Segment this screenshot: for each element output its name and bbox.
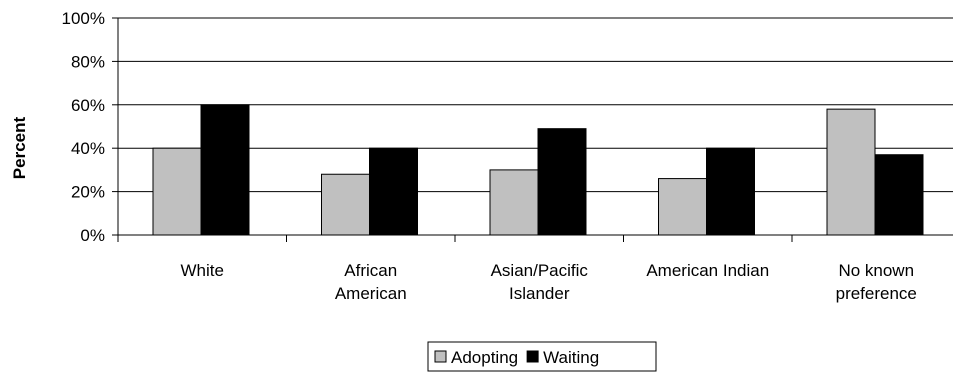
x-category-label-line: African [344, 261, 397, 280]
y-tick-labels: 0% 20% 40% 60% 80% 100% [62, 9, 105, 245]
y-tick-label: 20% [71, 183, 105, 202]
axes [112, 17, 953, 242]
x-category-label-line: preference [836, 284, 917, 303]
x-category-label-line: American [335, 284, 407, 303]
x-category-label-line: No known [838, 261, 914, 280]
y-tick-label: 0% [80, 226, 105, 245]
legend-box [427, 341, 657, 372]
x-category-label-line: Asian/Pacific [491, 261, 589, 280]
y-axis-label: Percent [10, 116, 29, 179]
legend-swatch-waiting [526, 350, 539, 363]
x-category-label-line: Islander [509, 284, 570, 303]
legend-label-adopting: Adopting [451, 348, 518, 367]
bar-adopting-4 [826, 108, 876, 236]
bar-waiting-2 [537, 128, 587, 236]
y-tick-label: 60% [71, 96, 105, 115]
legend: Adopting Waiting [427, 341, 657, 372]
bar-adopting-0 [152, 147, 202, 236]
bar-adopting-3 [658, 178, 707, 236]
y-tick-label: 100% [62, 9, 105, 28]
bar-adopting-2 [489, 169, 539, 236]
x-category-label: Asian/Pacific Islander [491, 261, 589, 303]
x-category-label-line: White [181, 261, 224, 280]
x-category-label: American Indian [646, 261, 769, 280]
legend-label-waiting: Waiting [543, 348, 599, 367]
x-category-labels: White African American Asian/Pacific Islande… [181, 261, 917, 303]
y-tick-label: 80% [71, 52, 105, 71]
x-category-label: African American [335, 261, 407, 303]
x-category-label: No known preference [836, 261, 917, 303]
bars [152, 104, 924, 236]
x-category-label: White [181, 261, 224, 280]
bar-waiting-3 [706, 147, 755, 236]
bar-waiting-1 [369, 147, 418, 236]
gridlines [118, 17, 953, 193]
legend-swatch-adopting [434, 350, 447, 363]
y-tick-label: 40% [71, 139, 105, 158]
bar-waiting-4 [874, 154, 924, 236]
bar-waiting-0 [200, 104, 250, 236]
bar-adopting-1 [321, 173, 370, 236]
x-category-label-line: American Indian [646, 261, 769, 280]
